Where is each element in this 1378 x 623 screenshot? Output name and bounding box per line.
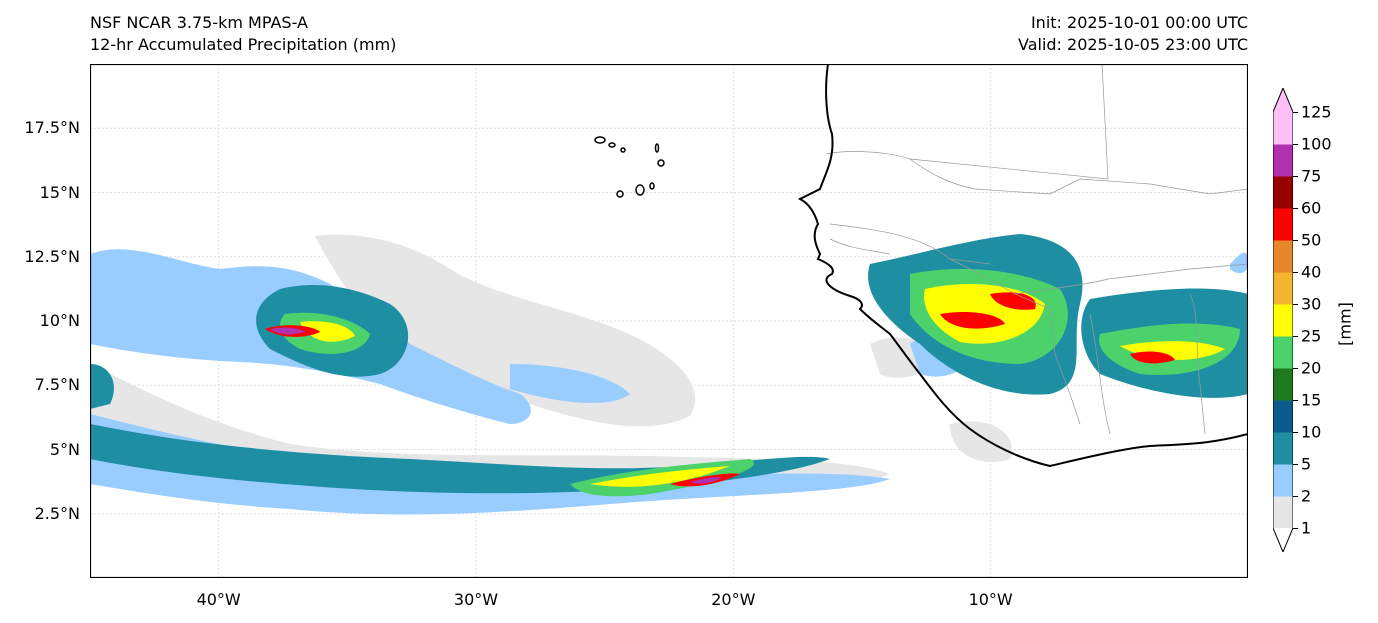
colorbar-tick (1293, 112, 1298, 113)
colorbar-tick (1293, 432, 1298, 433)
colorbar-segment (1273, 208, 1293, 241)
lon-tick-label: 40°W (196, 590, 241, 609)
colorbar-tick (1293, 400, 1298, 401)
colorbar-tick (1293, 464, 1298, 465)
colorbar-level-label: 20 (1301, 358, 1322, 378)
lat-tick-label: 10°N (39, 311, 80, 330)
precip-heavy-cells (265, 292, 1175, 487)
lat-tick-label: 5°N (49, 439, 80, 459)
colorbar-level-label: 10 (1301, 422, 1322, 442)
colorbar-segment (1273, 432, 1293, 465)
field-title: 12-hr Accumulated Precipitation (mm) (90, 35, 397, 54)
colorbar-level-label: 30 (1301, 294, 1322, 314)
colorbar-extend-high (1273, 88, 1293, 112)
colorbar-level-label: 60 (1301, 198, 1322, 218)
lat-tick-label: 12.5°N (24, 246, 80, 266)
colorbar-tick (1293, 304, 1298, 305)
lat-tick-label: 2.5°N (34, 503, 80, 523)
valid-time: Valid: 2025-10-05 23:00 UTC (1017, 35, 1248, 54)
colorbar-level-label: 25 (1301, 326, 1322, 346)
colorbar-tick (1293, 336, 1298, 337)
colorbar-level-label: 125 (1301, 102, 1332, 122)
colorbar-segment (1273, 336, 1293, 369)
colorbar-segment (1273, 464, 1293, 497)
lon-tick-label: 30°W (453, 590, 499, 609)
colorbar-segment (1273, 496, 1293, 529)
colorbar-level-label: 15 (1301, 390, 1322, 410)
coastline (797, 64, 1248, 468)
colorbar-segment (1273, 112, 1293, 145)
colorbar-tick (1293, 272, 1298, 273)
colorbar-segment (1273, 400, 1293, 433)
colorbar-unit: [mm] (1335, 302, 1355, 346)
colorbar-tick (1293, 176, 1298, 177)
colorbar-segment (1273, 144, 1293, 177)
lon-tick-label: 10°W (968, 590, 1013, 609)
init-time: Init: 2025-10-01 00:00 UTC (1030, 13, 1248, 32)
colorbar-segment (1273, 304, 1293, 337)
colorbar-level-label: 1 (1301, 518, 1312, 538)
colorbar-segment (1273, 176, 1293, 209)
colorbar-level-label: 100 (1301, 134, 1332, 154)
colorbar-tick (1293, 368, 1298, 369)
colorbar-segment (1273, 368, 1293, 401)
colorbar-level-label: 2 (1301, 486, 1312, 506)
colorbar-tick (1293, 144, 1298, 145)
colorbar-extend-low (1273, 528, 1293, 552)
colorbar-level-label: 75 (1301, 166, 1322, 186)
title-right: Init: 2025-10-01 00:00 UTC Valid: 2025-1… (1018, 12, 1248, 56)
cape-verde-islands (594, 136, 665, 198)
colorbar-tick (1293, 208, 1298, 209)
map-border (90, 64, 1248, 578)
colorbar-segment (1273, 240, 1293, 273)
colorbar-tick (1293, 528, 1298, 529)
colorbar-level-label: 5 (1301, 454, 1312, 474)
lat-tick-label: 7.5°N (34, 375, 80, 395)
colorbar (1273, 88, 1293, 552)
lon-tick-label: 20°W (711, 590, 756, 609)
precipitation-map (90, 64, 1248, 578)
colorbar-level-label: 50 (1301, 230, 1322, 250)
lat-tick-label: 15°N (39, 182, 80, 202)
colorbar-tick (1293, 496, 1298, 497)
colorbar-tick (1293, 240, 1298, 241)
colorbar-level-label: 40 (1301, 262, 1322, 282)
lat-tick-label: 17.5°N (24, 118, 80, 138)
title-left: NSF NCAR 3.75-km MPAS-A 12-hr Accumulate… (90, 12, 396, 56)
country-borders (825, 64, 1248, 435)
model-title: NSF NCAR 3.75-km MPAS-A (90, 13, 308, 32)
colorbar-segment (1273, 272, 1293, 305)
